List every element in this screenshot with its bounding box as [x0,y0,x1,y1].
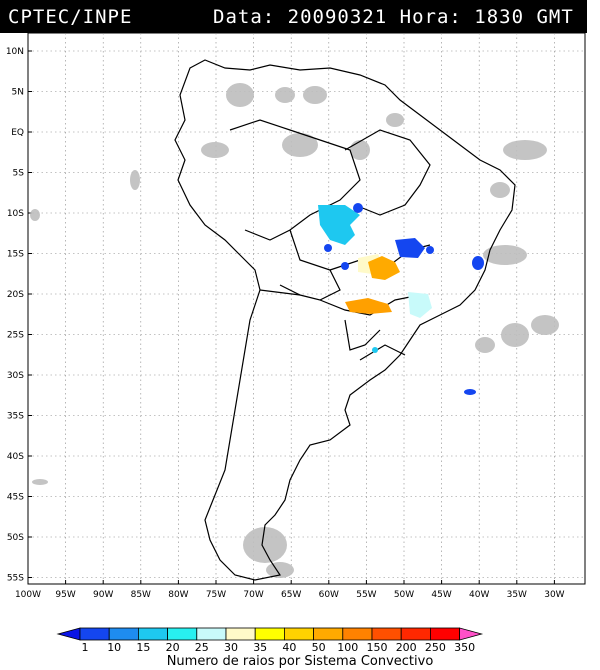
lat-label: 55S [7,574,24,584]
lon-label: 30W [544,590,564,600]
lat-label: 10N [6,47,24,57]
colorbar-label: 1 [82,641,89,654]
colorbar-box [313,627,344,641]
colorbar-left-arrow [56,627,81,641]
colorbar-boxes [56,627,484,641]
colorbar-box [371,627,402,641]
colorbar-label: 20 [166,641,180,654]
cluster-orange-1 [368,256,400,280]
colorbar-label: 15 [136,641,150,654]
colorbar-box [429,627,460,641]
lon-label: 60W [319,590,339,600]
colorbar-box [283,627,314,641]
lon-label: 95W [55,590,75,600]
colorbar-label: 350 [454,641,475,654]
date-value: 20090321 [287,6,388,28]
cluster-blue-6 [472,256,484,270]
lat-label: 40S [7,452,24,462]
colorbar-box [225,627,256,641]
colorbar-label: 30 [224,641,238,654]
colorbar-box [137,627,168,641]
colorbar-label: 35 [253,641,267,654]
date-label: Data: [213,6,276,28]
lat-label: 30S [7,371,24,381]
colorbar-box [167,627,198,641]
cluster-orange-2 [345,298,392,314]
colorbar-box [196,627,227,641]
time-label: Hora: [399,6,462,28]
lon-label: 70W [243,590,263,600]
agency-label: CPTEC/INPE [8,6,133,28]
colorbar-label: 150 [367,641,388,654]
lat-label: 35S [7,412,24,422]
lat-label: 5N [12,88,24,98]
colorbar-label: 250 [425,641,446,654]
lat-label: 15S [7,250,24,260]
colorbar-label: 10 [107,641,121,654]
cluster-cyan-2 [372,347,378,353]
colorbar-box [79,627,110,641]
time-value: 1830 GMT [474,6,574,28]
lat-label: 50S [7,533,24,543]
cluster-blue-7 [464,389,476,395]
title-bar: CPTEC/INPE Data: 20090321 Hora: 1830 GMT [0,0,587,33]
datetime-label: Data: 20090321 Hora: 1830 GMT [213,6,574,28]
colorbar-box [254,627,285,641]
lat-label: EQ [11,128,24,138]
cloud-cover [30,83,559,578]
lat-label: 25S [7,331,24,341]
lon-label: 45W [431,590,451,600]
cluster-cyan-1 [318,205,360,245]
cluster-blue-1 [395,238,425,258]
colorbar-label: 40 [282,641,296,654]
lon-label: 35W [507,590,527,600]
lat-label: 5S [13,169,25,179]
colorbar-title: Numero de raios por Sistema Convectivo [166,654,434,669]
lon-label: 50W [394,590,414,600]
cluster-lightcyan-1 [408,292,432,318]
cluster-blue-3 [324,244,332,252]
colorbar-box [342,627,373,641]
colorbar-box [108,627,139,641]
lon-label: 80W [168,590,188,600]
lat-label: 10S [7,209,24,219]
lon-label: 90W [93,590,113,600]
lon-label: 75W [206,590,226,600]
latitude-labels: 10N 5N EQ 5S 10S 15S 20S 25S 30S 35S 40S 45S 50S 55S [6,47,24,584]
cluster-blue-4 [341,262,349,270]
colorbar-label: 200 [396,641,417,654]
lightning-clusters [318,203,484,395]
lon-label: 40W [469,590,489,600]
lat-label: 20S [7,290,24,300]
lat-label: 45S [7,493,24,503]
map-frame [27,32,586,585]
lon-label: 85W [131,590,151,600]
colorbar-right-arrow [459,627,484,641]
longitude-labels: 100W 95W 90W 85W 80W 75W 70W 65W 60W 55W 50W 45W 40W… [15,590,565,600]
cluster-blue-2 [353,203,363,213]
lon-label: 100W [15,590,41,600]
colorbar-label: 50 [312,641,326,654]
cluster-blue-5 [426,246,434,254]
lon-label: 65W [281,590,301,600]
lon-label: 55W [356,590,376,600]
colorbar-label: 25 [195,641,209,654]
colorbar-label: 100 [337,641,358,654]
colorbar-labels: 1 10 15 20 25 30 35 40 50 100 150 200 250 350 [82,641,476,654]
colorbar-box [400,627,431,641]
